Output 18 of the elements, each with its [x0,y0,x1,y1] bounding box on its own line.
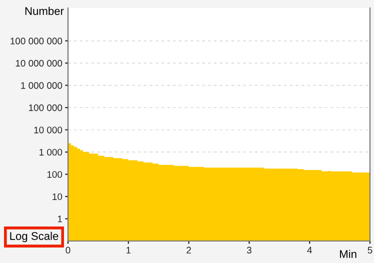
x-tick-label: 2 [186,246,191,254]
y-tick-label: 10 [52,193,62,200]
x-axis-title: Min [340,250,356,258]
y-tick-label: 1 [58,216,62,222]
y-tick-label: 1 000 000 [21,82,62,89]
y-tick-label: 10 000 000 [16,60,62,67]
x-tick-label: 3 [246,246,252,254]
x-tick-label: 1 [126,246,131,254]
y-tick-label: 100 [47,171,62,178]
y-axis-title: Number [25,6,64,15]
x-tick-label: 0 [66,246,70,254]
y-tick-label: 1 000 [40,148,62,156]
x-tick-label: 4 [307,246,312,254]
text: Log Scale [10,232,58,242]
x-tick-label: 5 [368,246,372,254]
y-tick-label: 10 000 [34,126,62,134]
y-tick-label: 100 000 000 [10,38,62,44]
y-tick-label: 100 000 [29,104,62,112]
